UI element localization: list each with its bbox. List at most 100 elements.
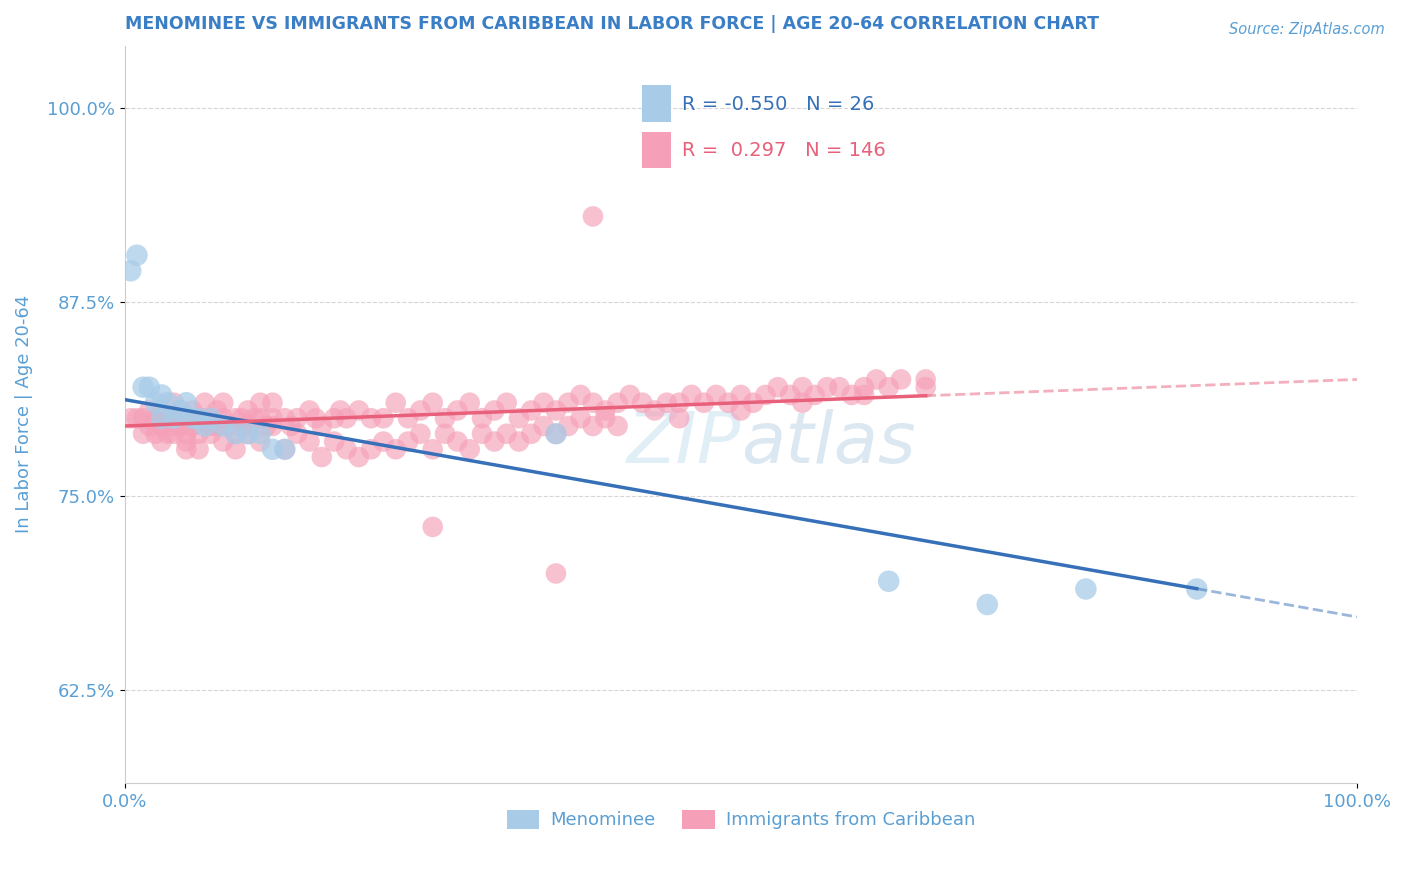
Point [396,411,419,425]
Point [593,403,616,417]
Point [569,388,592,402]
Point [471,411,494,425]
Point [243,411,266,425]
Point [484,403,506,417]
Point [285,411,308,425]
Point [335,442,357,457]
Point [156,395,179,409]
Text: ZIP: ZIP [627,409,741,478]
Point [285,426,308,441]
Point [803,388,825,402]
Point [150,434,173,449]
Point [200,426,222,441]
Point [853,380,876,394]
Point [792,395,814,409]
Point [409,426,432,441]
Point [138,403,160,417]
Point [976,598,998,612]
Point [815,380,838,394]
Point [169,403,191,417]
Point [231,411,253,425]
Point [150,388,173,402]
Point [582,419,605,434]
Point [557,395,579,409]
Point [828,380,851,394]
Point [681,388,703,402]
Point [132,411,155,425]
Point [194,419,217,434]
Point [236,426,259,441]
Point [212,395,235,409]
Point [254,419,277,434]
Point [298,434,321,449]
Point [274,411,297,425]
Point [360,442,382,457]
Point [187,411,209,425]
Point [125,411,148,425]
Point [606,419,628,434]
Point [262,395,284,409]
Point [877,574,900,589]
Point [218,419,240,434]
Point [200,419,222,434]
Legend: Menominee, Immigrants from Caribbean: Menominee, Immigrants from Caribbean [499,803,983,837]
Point [323,434,346,449]
Point [533,419,555,434]
Point [249,434,271,449]
Point [174,395,197,409]
Point [150,411,173,425]
Point [471,426,494,441]
Point [205,403,228,417]
Point [360,411,382,425]
Point [174,434,197,449]
Point [766,380,789,394]
Point [495,395,517,409]
Point [212,419,235,434]
Point [249,411,271,425]
Point [249,395,271,409]
Point [236,426,259,441]
Point [145,411,167,425]
Point [163,411,186,425]
Point [914,380,936,394]
Point [792,380,814,394]
Point [730,388,752,402]
Point [145,395,167,409]
Point [138,419,160,434]
Point [138,380,160,394]
Point [274,442,297,457]
Point [132,380,155,394]
Point [422,442,444,457]
Text: MENOMINEE VS IMMIGRANTS FROM CARIBBEAN IN LABOR FORCE | AGE 20-64 CORRELATION CH: MENOMINEE VS IMMIGRANTS FROM CARIBBEAN I… [125,15,1098,33]
Point [458,395,481,409]
Point [156,411,179,425]
Point [236,419,259,434]
Point [194,411,217,425]
Point [347,403,370,417]
Point [655,395,678,409]
Point [582,395,605,409]
Point [120,264,142,278]
Point [373,411,395,425]
Point [717,395,740,409]
Point [249,426,271,441]
Point [779,388,801,402]
Point [668,395,690,409]
Point [484,434,506,449]
Point [311,419,333,434]
Point [1185,582,1208,596]
Point [446,403,468,417]
Point [200,411,222,425]
Point [693,395,716,409]
Point [533,395,555,409]
Point [262,419,284,434]
Point [841,388,863,402]
Point [212,434,235,449]
Point [200,411,222,425]
Point [347,450,370,464]
Point [606,395,628,409]
Point [865,372,887,386]
Point [704,388,727,402]
Point [274,442,297,457]
Point [396,434,419,449]
